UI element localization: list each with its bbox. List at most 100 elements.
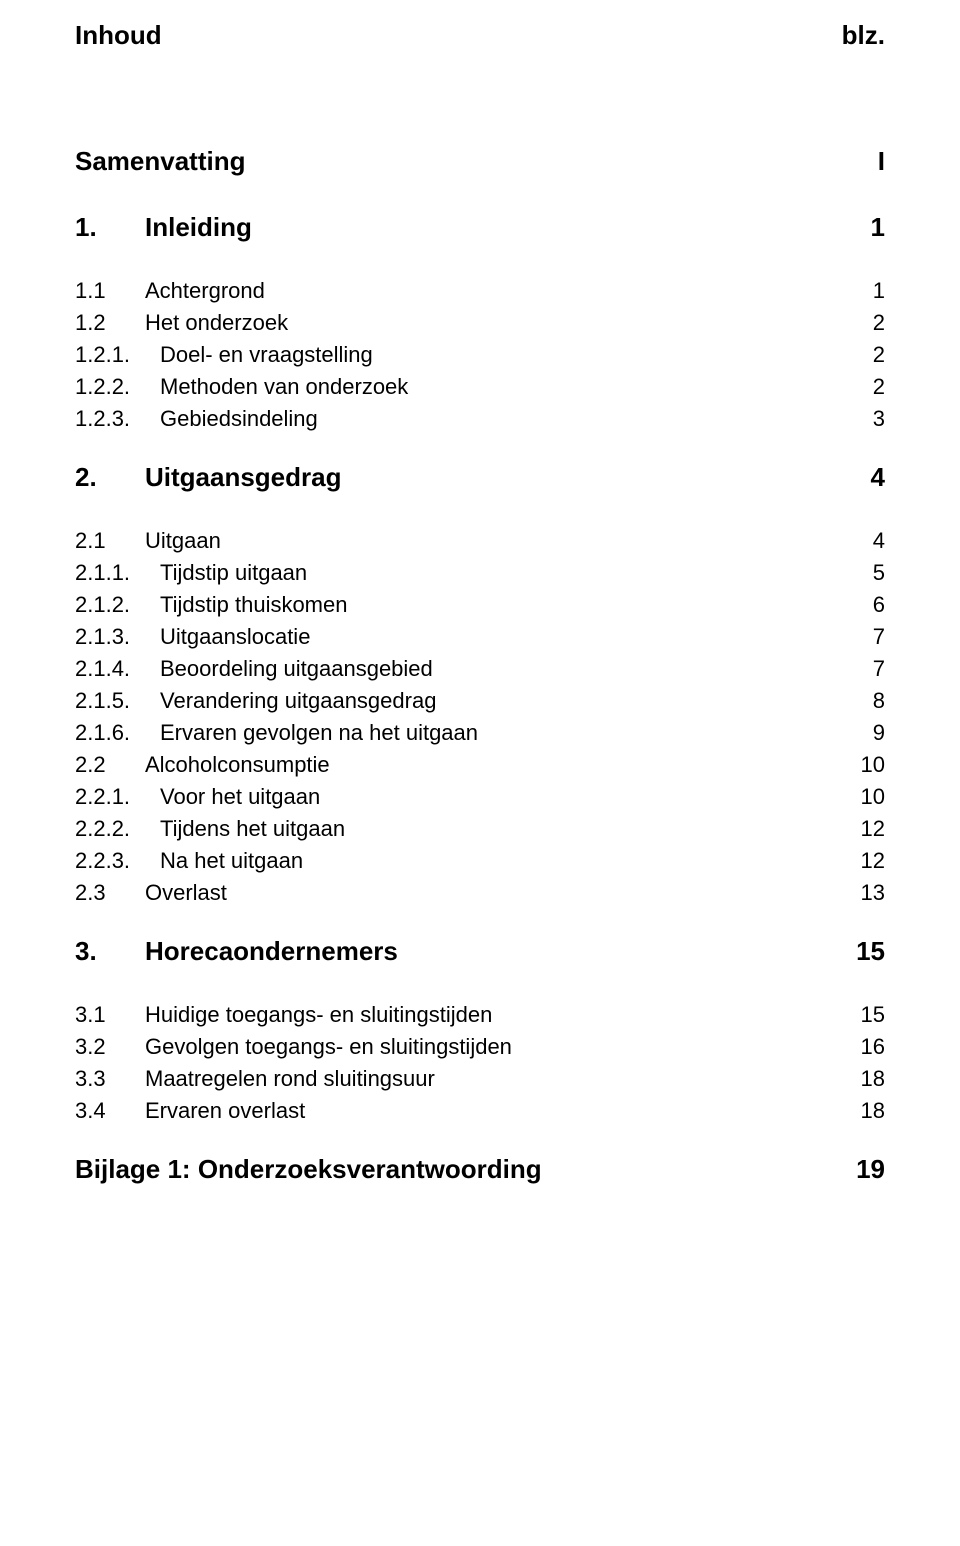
item-num: 3.3 xyxy=(75,1066,145,1092)
subitem-page: 6 xyxy=(835,592,885,618)
item-num: 3.2 xyxy=(75,1034,145,1060)
subitem-label: Methoden van onderzoek xyxy=(160,374,835,400)
section-num: 2. xyxy=(75,462,145,493)
toc-item: 1.2 Het onderzoek 2 xyxy=(75,310,885,336)
subitem-num: 2.2.3. xyxy=(75,848,160,874)
toc-subitem: 2.2.3. Na het uitgaan 12 xyxy=(75,848,885,874)
toc-summary: Samenvatting I xyxy=(75,146,885,177)
item-label: Maatregelen rond sluitingsuur xyxy=(145,1066,835,1092)
subitem-label: Na het uitgaan xyxy=(160,848,835,874)
subitem-label: Voor het uitgaan xyxy=(160,784,835,810)
item-label: Gevolgen toegangs- en sluitingstijden xyxy=(145,1034,835,1060)
section-label: Horecaondernemers xyxy=(145,936,856,967)
toc-subitem: 2.1.3. Uitgaanslocatie 7 xyxy=(75,624,885,650)
section-page: 4 xyxy=(871,462,885,493)
subitem-page: 9 xyxy=(835,720,885,746)
subitem-label: Gebiedsindeling xyxy=(160,406,835,432)
toc-item: 3.3 Maatregelen rond sluitingsuur 18 xyxy=(75,1066,885,1092)
section-page: 1 xyxy=(871,212,885,243)
item-num: 3.4 xyxy=(75,1098,145,1124)
section-num: 1. xyxy=(75,212,145,243)
section-page: 15 xyxy=(856,936,885,967)
appendix-label: Bijlage 1: Onderzoeksverantwoording xyxy=(75,1154,542,1185)
subitem-page: 2 xyxy=(835,374,885,400)
item-page: 1 xyxy=(835,278,885,304)
toc-subitem: 2.1.1. Tijdstip uitgaan 5 xyxy=(75,560,885,586)
subitem-label: Tijdstip thuiskomen xyxy=(160,592,835,618)
toc-item: 3.4 Ervaren overlast 18 xyxy=(75,1098,885,1124)
item-label: Alcoholconsumptie xyxy=(145,752,835,778)
toc-subitem: 2.1.6. Ervaren gevolgen na het uitgaan 9 xyxy=(75,720,885,746)
toc-section-3: 3. Horecaondernemers 15 xyxy=(75,936,885,967)
subitem-num: 2.1.1. xyxy=(75,560,160,586)
subitem-page: 12 xyxy=(835,816,885,842)
item-label: Ervaren overlast xyxy=(145,1098,835,1124)
toc-title: Inhoud xyxy=(75,20,162,51)
subitem-num: 2.1.5. xyxy=(75,688,160,714)
subitem-label: Ervaren gevolgen na het uitgaan xyxy=(160,720,835,746)
toc-subitem: 1.2.3. Gebiedsindeling 3 xyxy=(75,406,885,432)
item-num: 3.1 xyxy=(75,1002,145,1028)
item-num: 1.2 xyxy=(75,310,145,336)
subitem-page: 3 xyxy=(835,406,885,432)
toc-subitem: 2.1.4. Beoordeling uitgaansgebied 7 xyxy=(75,656,885,682)
subitem-page: 10 xyxy=(835,784,885,810)
toc-item: 2.2 Alcoholconsumptie 10 xyxy=(75,752,885,778)
item-page: 18 xyxy=(835,1098,885,1124)
subitem-label: Doel- en vraagstelling xyxy=(160,342,835,368)
item-page: 16 xyxy=(835,1034,885,1060)
subitem-num: 1.2.2. xyxy=(75,374,160,400)
subitem-page: 12 xyxy=(835,848,885,874)
item-label: Overlast xyxy=(145,880,835,906)
toc-header: Inhoud blz. xyxy=(75,20,885,51)
toc-subitem: 2.2.1. Voor het uitgaan 10 xyxy=(75,784,885,810)
item-label: Het onderzoek xyxy=(145,310,835,336)
subitem-num: 2.1.6. xyxy=(75,720,160,746)
section-label: Uitgaansgedrag xyxy=(145,462,871,493)
toc-section-1: 1. Inleiding 1 xyxy=(75,212,885,243)
item-num: 2.1 xyxy=(75,528,145,554)
section-label: Inleiding xyxy=(145,212,871,243)
subitem-page: 7 xyxy=(835,624,885,650)
summary-page: I xyxy=(878,146,885,177)
item-page: 15 xyxy=(835,1002,885,1028)
toc-subitem: 1.2.1. Doel- en vraagstelling 2 xyxy=(75,342,885,368)
subitem-label: Uitgaanslocatie xyxy=(160,624,835,650)
item-page: 18 xyxy=(835,1066,885,1092)
subitem-label: Beoordeling uitgaansgebied xyxy=(160,656,835,682)
subitem-num: 2.2.2. xyxy=(75,816,160,842)
subitem-label: Tijdens het uitgaan xyxy=(160,816,835,842)
subitem-num: 2.2.1. xyxy=(75,784,160,810)
subitem-num: 2.1.3. xyxy=(75,624,160,650)
item-page: 13 xyxy=(835,880,885,906)
subitem-num: 1.2.3. xyxy=(75,406,160,432)
item-num: 1.1 xyxy=(75,278,145,304)
item-num: 2.2 xyxy=(75,752,145,778)
item-label: Achtergrond xyxy=(145,278,835,304)
subitem-page: 2 xyxy=(835,342,885,368)
toc-section-2: 2. Uitgaansgedrag 4 xyxy=(75,462,885,493)
toc-subitem: 2.1.5. Verandering uitgaansgedrag 8 xyxy=(75,688,885,714)
toc-item: 3.1 Huidige toegangs- en sluitingstijden… xyxy=(75,1002,885,1028)
item-label: Uitgaan xyxy=(145,528,835,554)
summary-label: Samenvatting xyxy=(75,146,246,177)
toc-subitem: 2.2.2. Tijdens het uitgaan 12 xyxy=(75,816,885,842)
subitem-page: 8 xyxy=(835,688,885,714)
appendix-page: 19 xyxy=(856,1154,885,1185)
toc-item: 1.1 Achtergrond 1 xyxy=(75,278,885,304)
toc-item: 3.2 Gevolgen toegangs- en sluitingstijde… xyxy=(75,1034,885,1060)
subitem-page: 5 xyxy=(835,560,885,586)
subitem-num: 1.2.1. xyxy=(75,342,160,368)
toc-item: 2.1 Uitgaan 4 xyxy=(75,528,885,554)
section-num: 3. xyxy=(75,936,145,967)
item-page: 4 xyxy=(835,528,885,554)
toc-subitem: 2.1.2. Tijdstip thuiskomen 6 xyxy=(75,592,885,618)
subitem-label: Verandering uitgaansgedrag xyxy=(160,688,835,714)
item-page: 10 xyxy=(835,752,885,778)
subitem-label: Tijdstip uitgaan xyxy=(160,560,835,586)
item-label: Huidige toegangs- en sluitingstijden xyxy=(145,1002,835,1028)
subitem-num: 2.1.2. xyxy=(75,592,160,618)
item-num: 2.3 xyxy=(75,880,145,906)
toc-item: 2.3 Overlast 13 xyxy=(75,880,885,906)
toc-appendix: Bijlage 1: Onderzoeksverantwoording 19 xyxy=(75,1154,885,1185)
